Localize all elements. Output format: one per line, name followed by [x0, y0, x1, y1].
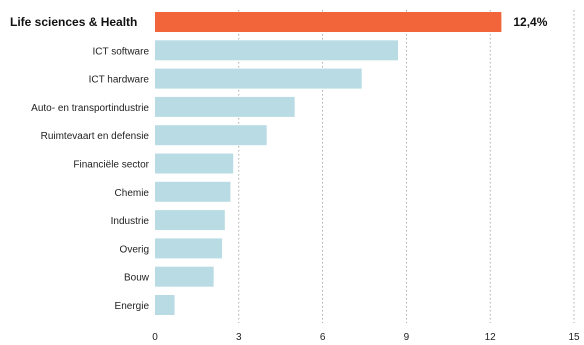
- bar-2: [155, 68, 362, 89]
- x-tick-label-9: 9: [404, 332, 410, 343]
- grid-lines: [238, 10, 575, 323]
- bar-3: [155, 96, 295, 117]
- category-label-6: Chemie: [115, 188, 150, 199]
- category-label-4: Ruimtevaart en defensie: [41, 131, 150, 142]
- data-label-0: 12,4%: [513, 15, 547, 29]
- category-labels: Life sciences & Health ICT software ICT ha…: [10, 15, 150, 312]
- category-label-3: Auto- en transportindustrie: [31, 103, 149, 114]
- category-label-1: ICT software: [93, 46, 150, 57]
- category-label-9: Bouw: [124, 273, 150, 284]
- bar-8: [155, 238, 223, 259]
- category-label-7: Industrie: [111, 216, 150, 227]
- bar-6: [155, 181, 231, 202]
- category-label-8: Overig: [120, 244, 149, 255]
- x-axis-ticks: 0 3 6 9 12 15: [152, 332, 580, 343]
- x-tick-label-0: 0: [152, 332, 158, 343]
- category-label-10: Energie: [115, 301, 150, 312]
- category-label-5: Financiële sector: [73, 160, 149, 171]
- x-tick-label-3: 3: [236, 332, 242, 343]
- x-tick-label-12: 12: [485, 332, 497, 343]
- bar-4: [155, 125, 267, 146]
- bar-0: [155, 12, 502, 32]
- data-labels: 12,4%: [513, 15, 547, 29]
- category-label-0: Life sciences & Health: [10, 15, 137, 29]
- bar-10: [155, 295, 175, 315]
- bar-9: [155, 266, 214, 287]
- x-tick-label-15: 15: [568, 332, 580, 343]
- bars: [155, 12, 502, 315]
- x-tick-label-6: 6: [320, 332, 326, 343]
- bar-5: [155, 153, 234, 174]
- category-label-2: ICT hardware: [89, 75, 150, 86]
- bar-1: [155, 40, 399, 61]
- bar-7: [155, 210, 225, 231]
